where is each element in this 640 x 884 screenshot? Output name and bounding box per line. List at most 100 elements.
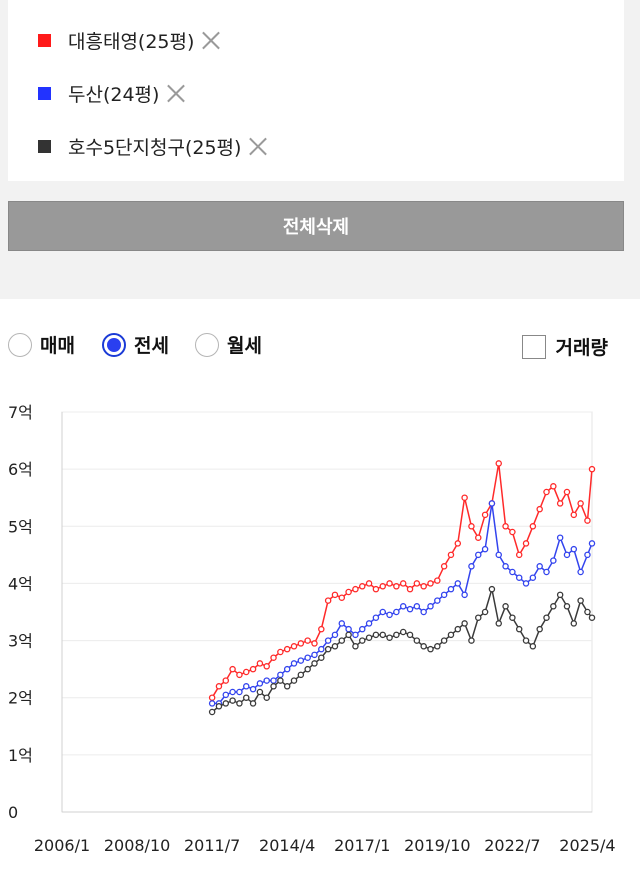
data-point[interactable] bbox=[283, 665, 291, 673]
data-point[interactable] bbox=[324, 597, 332, 604]
radio-monthly-rent[interactable]: 월세 bbox=[195, 331, 262, 358]
data-point[interactable] bbox=[222, 700, 230, 707]
data-point[interactable] bbox=[345, 588, 352, 596]
data-point[interactable] bbox=[283, 645, 291, 653]
radio-sale[interactable]: 매매 bbox=[8, 331, 75, 358]
data-point[interactable] bbox=[475, 551, 482, 559]
data-point[interactable] bbox=[372, 585, 380, 593]
data-point[interactable] bbox=[588, 465, 596, 473]
data-point[interactable] bbox=[393, 583, 400, 590]
data-point[interactable] bbox=[577, 568, 584, 576]
data-point[interactable] bbox=[359, 637, 366, 644]
volume-checkbox[interactable]: 거래량 bbox=[521, 333, 608, 360]
data-point[interactable] bbox=[440, 591, 448, 599]
data-point[interactable] bbox=[277, 671, 284, 679]
data-point[interactable] bbox=[529, 574, 537, 581]
data-point[interactable] bbox=[461, 591, 468, 599]
data-point[interactable] bbox=[556, 500, 564, 507]
data-point[interactable] bbox=[509, 568, 516, 576]
data-point[interactable] bbox=[338, 637, 346, 644]
data-point[interactable] bbox=[440, 563, 448, 570]
data-point[interactable] bbox=[434, 597, 441, 604]
data-point[interactable] bbox=[318, 645, 325, 653]
data-point[interactable] bbox=[563, 551, 571, 559]
data-point[interactable] bbox=[311, 651, 318, 659]
data-point[interactable] bbox=[222, 677, 230, 684]
data-point[interactable] bbox=[263, 677, 270, 684]
data-point[interactable] bbox=[297, 640, 305, 647]
data-point[interactable] bbox=[352, 631, 359, 639]
data-point[interactable] bbox=[584, 551, 591, 559]
data-point[interactable] bbox=[563, 603, 571, 610]
data-point[interactable] bbox=[413, 637, 421, 644]
data-point[interactable] bbox=[413, 603, 421, 610]
data-point[interactable] bbox=[208, 700, 216, 707]
data-point[interactable] bbox=[543, 568, 550, 576]
data-point[interactable] bbox=[502, 603, 509, 610]
data-point[interactable] bbox=[522, 540, 530, 547]
data-point[interactable] bbox=[399, 580, 407, 587]
data-point[interactable] bbox=[222, 691, 230, 699]
data-point[interactable] bbox=[393, 608, 400, 616]
data-point[interactable] bbox=[529, 643, 537, 650]
data-point[interactable] bbox=[454, 540, 462, 547]
data-point[interactable] bbox=[229, 688, 236, 696]
data-point[interactable] bbox=[304, 637, 311, 644]
data-point[interactable] bbox=[215, 683, 223, 690]
data-point[interactable] bbox=[502, 523, 509, 530]
clear-all-button[interactable]: 전체삭제 bbox=[8, 201, 624, 251]
data-point[interactable] bbox=[318, 625, 325, 633]
data-point[interactable] bbox=[434, 643, 441, 650]
data-point[interactable] bbox=[570, 545, 578, 553]
data-point[interactable] bbox=[413, 580, 421, 587]
data-point[interactable] bbox=[256, 688, 264, 696]
data-point[interactable] bbox=[304, 665, 311, 673]
data-point[interactable] bbox=[420, 608, 427, 616]
data-point[interactable] bbox=[208, 694, 216, 701]
data-point[interactable] bbox=[475, 534, 482, 541]
data-point[interactable] bbox=[359, 625, 366, 633]
data-point[interactable] bbox=[372, 631, 380, 639]
data-point[interactable] bbox=[427, 580, 434, 587]
data-point[interactable] bbox=[379, 631, 386, 639]
data-point[interactable] bbox=[495, 460, 502, 467]
data-point[interactable] bbox=[529, 523, 537, 530]
data-point[interactable] bbox=[345, 625, 352, 633]
data-point[interactable] bbox=[318, 654, 325, 661]
data-point[interactable] bbox=[399, 603, 407, 610]
data-point[interactable] bbox=[570, 620, 578, 627]
data-point[interactable] bbox=[229, 697, 236, 704]
data-point[interactable] bbox=[249, 700, 257, 707]
data-point[interactable] bbox=[563, 488, 571, 496]
data-point[interactable] bbox=[208, 708, 216, 716]
data-point[interactable] bbox=[536, 563, 543, 570]
data-point[interactable] bbox=[249, 685, 257, 693]
data-point[interactable] bbox=[263, 694, 270, 701]
data-point[interactable] bbox=[427, 645, 434, 653]
data-point[interactable] bbox=[236, 700, 243, 707]
data-point[interactable] bbox=[495, 551, 502, 559]
data-point[interactable] bbox=[406, 605, 414, 613]
data-point[interactable] bbox=[242, 683, 250, 690]
data-point[interactable] bbox=[440, 637, 448, 644]
data-point[interactable] bbox=[331, 631, 339, 639]
remove-icon[interactable] bbox=[167, 84, 185, 102]
data-point[interactable] bbox=[270, 677, 277, 684]
data-point[interactable] bbox=[488, 500, 496, 507]
data-point[interactable] bbox=[406, 631, 414, 639]
data-point[interactable] bbox=[352, 643, 359, 650]
data-point[interactable] bbox=[420, 583, 427, 590]
data-point[interactable] bbox=[215, 703, 223, 710]
data-point[interactable] bbox=[283, 683, 291, 690]
data-point[interactable] bbox=[468, 637, 475, 644]
data-point[interactable] bbox=[570, 511, 578, 519]
data-point[interactable] bbox=[290, 643, 298, 650]
data-point[interactable] bbox=[543, 488, 550, 496]
data-point[interactable] bbox=[522, 580, 530, 587]
data-point[interactable] bbox=[550, 557, 557, 564]
data-point[interactable] bbox=[577, 597, 584, 604]
data-point[interactable] bbox=[386, 634, 393, 641]
data-point[interactable] bbox=[277, 677, 284, 684]
data-point[interactable] bbox=[365, 620, 373, 627]
data-point[interactable] bbox=[550, 483, 557, 490]
